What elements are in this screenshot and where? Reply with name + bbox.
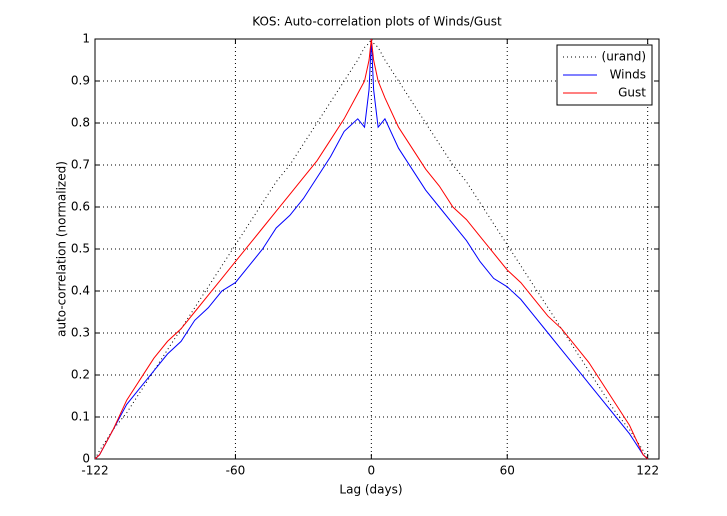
y-tick-label: 0.9 <box>71 74 90 88</box>
y-tick-label: 1 <box>82 32 90 46</box>
x-tick-label: 60 <box>500 464 515 478</box>
y-axis-label: auto-correlation (normalized) <box>55 161 69 337</box>
y-tick-label: 0.8 <box>71 116 90 130</box>
y-tick-label: 0.7 <box>71 158 90 172</box>
y-tick-label: 0.3 <box>71 326 90 340</box>
x-tick-label: -122 <box>81 464 108 478</box>
x-tick-label: 122 <box>636 464 659 478</box>
legend-label: Winds <box>610 68 646 82</box>
legend: (urand) Winds Gust <box>556 44 653 106</box>
line-series <box>94 38 649 460</box>
legend-label: Gust <box>618 86 646 100</box>
legend-label: (urand) <box>602 50 646 64</box>
x-tick-label: -60 <box>226 464 246 478</box>
axes-box <box>94 38 660 460</box>
x-axis-label: Lag (days) <box>339 483 402 497</box>
y-tick-label: 0.5 <box>71 242 90 256</box>
y-tick-label: 0.6 <box>71 200 90 214</box>
y-tick-label: 0.1 <box>71 410 90 424</box>
chart-title: KOS: Auto-correlation plots of Winds/Gus… <box>252 15 502 29</box>
y-tick-label: 0.2 <box>71 368 90 382</box>
y-tick-label: 0.4 <box>71 284 90 298</box>
y-tick-label: 0 <box>82 452 90 466</box>
x-tick-label: 0 <box>368 464 376 478</box>
line-series <box>94 37 649 460</box>
plot-area <box>95 39 659 459</box>
